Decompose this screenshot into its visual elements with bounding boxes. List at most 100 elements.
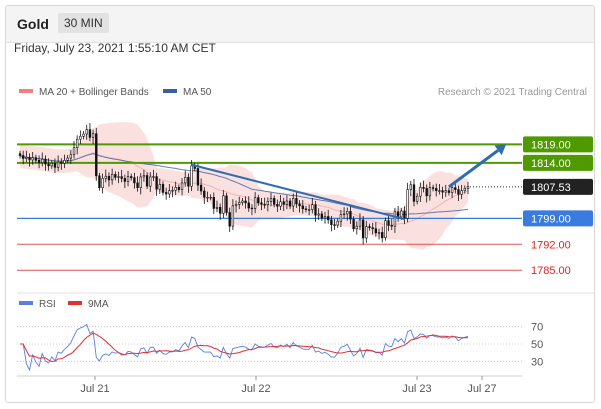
candle-body	[349, 211, 352, 220]
candle-body	[218, 207, 222, 214]
candle-body	[304, 208, 308, 210]
candle-body	[199, 184, 203, 192]
candle-body	[91, 133, 95, 138]
candle-body	[120, 176, 123, 179]
candle-body	[47, 163, 50, 167]
candle-body	[327, 216, 330, 221]
candle-body	[164, 192, 168, 195]
candle-body	[279, 201, 282, 207]
candle-body	[269, 198, 273, 202]
candle-body	[69, 154, 73, 159]
level-label-1799.00: 1799.00	[531, 213, 571, 225]
candle-body	[390, 225, 393, 227]
candle-body	[85, 129, 88, 135]
forecast-arrow-shaft	[448, 149, 499, 189]
candle-body	[352, 218, 355, 230]
x-tick-label-Jul-23: Jul 23	[402, 383, 431, 395]
candle-body	[377, 232, 381, 234]
x-tick-label-Jul-27: Jul 27	[467, 383, 496, 395]
candle-body	[101, 178, 104, 188]
candle-body	[206, 197, 209, 199]
candle-body	[158, 184, 161, 190]
candle-body	[136, 182, 139, 188]
level-box-1814.00	[523, 154, 593, 171]
candle-body	[431, 187, 435, 189]
candle-body	[177, 187, 181, 190]
candle-body	[435, 188, 438, 191]
candle-body	[257, 197, 260, 204]
candle-body	[336, 221, 339, 226]
candle-body	[133, 177, 136, 184]
candle-body	[295, 198, 298, 205]
candle-body	[187, 177, 190, 187]
instrument-title: Gold	[17, 16, 49, 32]
candle-body	[209, 197, 212, 199]
legend-swatch-bollinger	[19, 89, 33, 93]
level-box-1799.00	[523, 210, 593, 227]
candle-body	[419, 187, 422, 197]
candle-body	[298, 203, 301, 207]
candle-body	[31, 157, 34, 161]
candle-body	[145, 175, 149, 187]
timeframe-badge[interactable]: 30 MIN	[58, 13, 109, 33]
candle-body	[425, 188, 428, 197]
candle-body	[260, 202, 263, 205]
candle-body	[400, 210, 403, 218]
candle-body	[34, 157, 38, 161]
legend-label-rsi: RSI	[39, 299, 56, 310]
candle-body	[66, 157, 69, 161]
candle-body	[333, 224, 336, 226]
candle-body	[396, 211, 400, 218]
candle-body	[454, 187, 457, 190]
candle-body	[406, 189, 409, 219]
candle-body	[37, 160, 41, 163]
candle-body	[95, 133, 98, 177]
candle-body	[25, 157, 28, 159]
candle-body	[273, 198, 276, 205]
candle-body	[368, 226, 371, 228]
candle-body	[263, 204, 266, 206]
x-tick-label-Jul-21: Jul 21	[80, 383, 109, 395]
candle-body	[104, 175, 107, 179]
candle-body	[320, 213, 324, 219]
level-label-1785.00: 1785.00	[531, 265, 571, 277]
candle-body	[387, 220, 390, 226]
candle-body	[212, 197, 215, 209]
candle-body	[450, 187, 454, 193]
candle-body	[381, 232, 384, 238]
ma20-line	[19, 152, 469, 226]
candle-body	[168, 190, 171, 195]
candle-body	[457, 189, 460, 195]
candle-body	[371, 227, 374, 230]
candle-body	[466, 186, 470, 189]
legend-swatch-9ma	[68, 301, 82, 305]
chart-widget: Gold 30 MIN	[5, 5, 595, 403]
candle-body	[228, 212, 231, 227]
rsi-line	[20, 323, 469, 372]
legend-swatch-ma50	[163, 89, 177, 93]
level-label-1819.00: 1819.00	[531, 139, 571, 151]
candle-body	[409, 184, 412, 190]
timestamp: Friday, July 23, 2021 1:55:10 AM CET	[14, 41, 216, 55]
candle-body	[428, 187, 432, 197]
candle-body	[203, 190, 206, 198]
candle-body	[361, 219, 365, 239]
trendline	[191, 163, 405, 221]
candle-body	[117, 176, 120, 178]
candle-body	[266, 201, 270, 206]
candle-body	[234, 204, 238, 207]
candle-body	[171, 189, 174, 192]
candle-body	[139, 176, 142, 188]
candle-body	[330, 219, 333, 225]
candle-body	[314, 204, 317, 216]
level-label-1792.00: 1792.00	[531, 239, 571, 251]
candle-body	[415, 195, 419, 202]
candle-body	[441, 190, 444, 193]
candle-body	[18, 153, 22, 156]
candle-body	[346, 211, 349, 215]
candle-body	[365, 226, 368, 239]
candle-body	[88, 129, 92, 138]
rsi-tick-70: 70	[531, 322, 543, 334]
candle-body	[447, 190, 451, 193]
